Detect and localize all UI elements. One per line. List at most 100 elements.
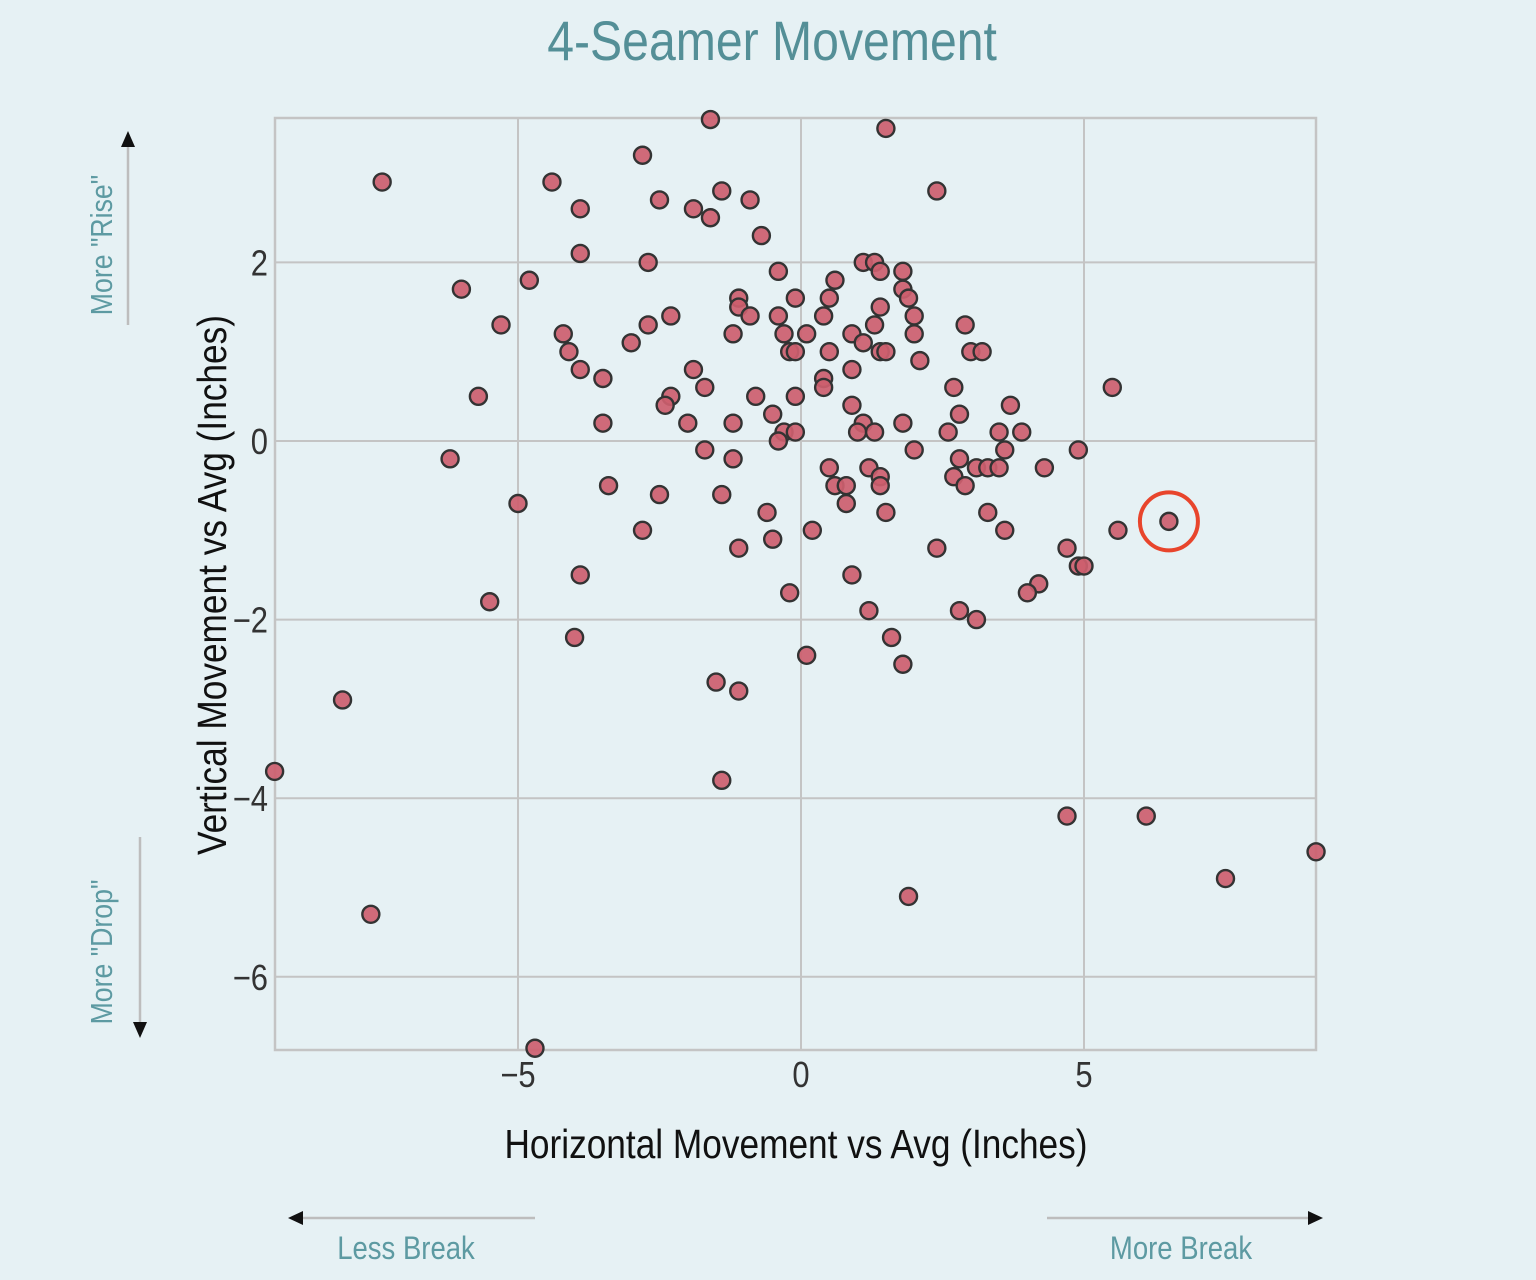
data-point[interactable]: [508, 493, 528, 514]
data-point[interactable]: [451, 279, 472, 299]
data-point[interactable]: [1000, 395, 1021, 415]
data-point[interactable]: [927, 181, 947, 201]
data-point[interactable]: [927, 538, 947, 558]
data-point[interactable]: [740, 190, 760, 210]
data-point[interactable]: [955, 315, 975, 335]
data-point[interactable]: [632, 145, 653, 165]
data-point[interactable]: [813, 306, 834, 326]
data-point[interactable]: [1034, 458, 1055, 478]
data-point[interactable]: [836, 493, 856, 514]
data-point[interactable]: [949, 449, 970, 469]
data-point[interactable]: [570, 199, 590, 219]
data-point[interactable]: [870, 475, 890, 496]
data-point[interactable]: [1057, 538, 1077, 558]
data-point[interactable]: [695, 377, 715, 398]
data-point[interactable]: [729, 538, 749, 558]
data-point[interactable]: [729, 681, 749, 701]
data-point[interactable]: [1102, 377, 1123, 398]
data-point[interactable]: [570, 359, 590, 380]
data-point[interactable]: [836, 475, 856, 496]
data-point[interactable]: [763, 404, 783, 424]
data-point[interactable]: [491, 315, 511, 335]
data-point[interactable]: [598, 475, 619, 496]
data-point[interactable]: [746, 386, 766, 407]
data-point[interactable]: [842, 395, 862, 415]
data-point[interactable]: [683, 359, 704, 380]
data-point[interactable]: [564, 627, 585, 648]
data-point[interactable]: [570, 565, 590, 585]
data-point[interactable]: [570, 243, 590, 264]
data-point[interactable]: [695, 440, 715, 460]
data-point[interactable]: [876, 502, 896, 523]
data-point[interactable]: [853, 333, 873, 353]
data-point[interactable]: [649, 484, 670, 505]
data-point[interactable]: [706, 672, 726, 692]
data-point[interactable]: [1136, 806, 1156, 826]
data-point[interactable]: [649, 190, 670, 210]
data-point[interactable]: [978, 502, 998, 523]
data-point[interactable]: [768, 261, 789, 282]
data-point[interactable]: [372, 172, 392, 192]
data-point[interactable]: [712, 484, 732, 505]
data-point[interactable]: [621, 333, 641, 353]
data-point[interactable]: [785, 386, 806, 407]
data-point[interactable]: [813, 377, 834, 398]
data-point[interactable]: [819, 288, 839, 308]
data-point[interactable]: [683, 199, 704, 219]
data-point[interactable]: [972, 342, 992, 362]
data-point[interactable]: [870, 297, 890, 317]
data-point[interactable]: [819, 342, 839, 362]
data-point[interactable]: [774, 324, 794, 344]
data-point[interactable]: [898, 288, 919, 308]
data-point[interactable]: [949, 600, 970, 621]
data-point[interactable]: [949, 404, 970, 424]
data-point[interactable]: [796, 324, 817, 344]
data-point[interactable]: [904, 306, 924, 326]
data-point[interactable]: [1215, 868, 1236, 889]
data-point[interactable]: [1108, 520, 1128, 540]
data-point[interactable]: [678, 413, 698, 433]
data-point[interactable]: [632, 520, 653, 540]
data-point[interactable]: [332, 690, 353, 710]
data-point[interactable]: [638, 315, 658, 335]
data-point[interactable]: [712, 770, 732, 791]
data-point[interactable]: [700, 109, 721, 130]
data-point[interactable]: [519, 270, 540, 290]
data-point[interactable]: [842, 359, 862, 380]
data-point[interactable]: [881, 627, 902, 648]
data-point[interactable]: [819, 458, 839, 478]
data-point[interactable]: [1012, 422, 1032, 442]
data-point[interactable]: [893, 261, 913, 282]
data-point[interactable]: [757, 502, 777, 523]
data-point[interactable]: [468, 386, 489, 407]
data-point[interactable]: [264, 761, 285, 782]
data-point[interactable]: [723, 413, 743, 433]
data-point[interactable]: [893, 413, 913, 433]
data-point[interactable]: [723, 324, 743, 344]
data-point[interactable]: [740, 306, 760, 326]
data-point[interactable]: [893, 654, 913, 674]
data-point[interactable]: [480, 592, 500, 612]
data-point[interactable]: [864, 422, 885, 442]
data-point[interactable]: [638, 252, 658, 273]
data-point[interactable]: [1068, 440, 1089, 460]
data-point[interactable]: [542, 172, 562, 192]
data-point[interactable]: [763, 529, 783, 549]
data-point[interactable]: [898, 886, 919, 907]
data-point[interactable]: [966, 609, 987, 630]
data-point[interactable]: [361, 904, 381, 924]
data-point[interactable]: [785, 288, 806, 308]
data-point[interactable]: [1306, 842, 1326, 862]
data-point[interactable]: [779, 583, 800, 603]
data-point[interactable]: [910, 350, 930, 371]
data-point[interactable]: [593, 413, 613, 433]
data-point[interactable]: [825, 270, 845, 290]
data-point[interactable]: [989, 422, 1009, 442]
data-point[interactable]: [989, 458, 1009, 478]
data-point[interactable]: [440, 449, 460, 469]
data-point[interactable]: [995, 440, 1015, 460]
data-point[interactable]: [944, 377, 964, 398]
data-point[interactable]: [859, 600, 879, 621]
data-point[interactable]: [1017, 583, 1038, 603]
data-point[interactable]: [995, 520, 1015, 540]
